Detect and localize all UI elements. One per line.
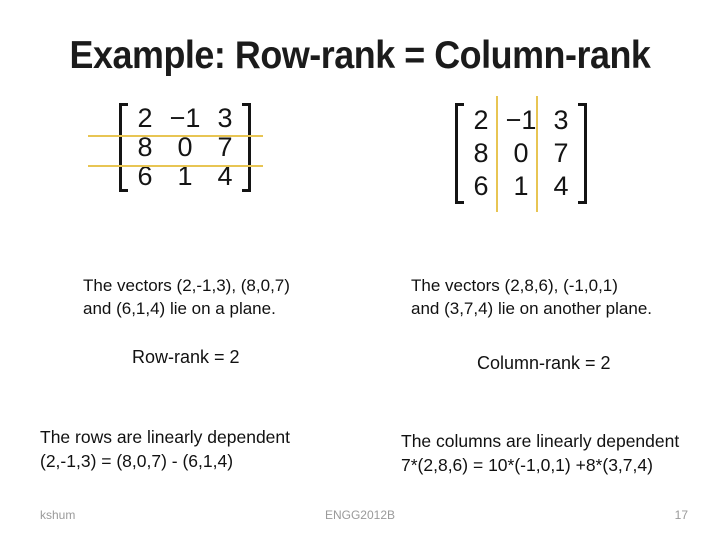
matrix-column-partitioned: 2 −1 3 8 0 7 6 1 4 — [455, 96, 587, 212]
text-line: The vectors (2,-1,3), (8,0,7) — [83, 276, 290, 295]
column-rank-label: Column-rank = 2 — [477, 353, 611, 373]
text-line: The columns are linearly dependent — [401, 431, 680, 451]
footer-page-number: 17 — [674, 508, 688, 522]
footer-author: kshum — [40, 508, 76, 522]
matrix-cells: 2 −1 3 8 0 7 6 1 4 — [128, 103, 242, 192]
right-bracket — [242, 103, 251, 192]
text-line: and (3,7,4) lie on another plane. — [411, 299, 653, 318]
row-separator-line — [88, 135, 263, 137]
matrix-cell: 4 — [553, 171, 569, 201]
row-rank-label: Row-rank = 2 — [132, 347, 240, 367]
left-bracket — [455, 103, 464, 204]
column-separator-line — [536, 96, 538, 212]
matrix-cell: 8 — [137, 132, 153, 162]
right-bracket — [578, 103, 587, 204]
matrix-cell: 0 — [177, 132, 193, 162]
columns-dependent-text: The columns are linearly dependent 7*(2,… — [401, 429, 679, 477]
matrix-cell: 6 — [473, 171, 489, 201]
row-separator-line — [88, 165, 263, 167]
left-vectors-text: The vectors (2,-1,3), (8,0,7) and (6,1,4… — [83, 274, 290, 320]
matrix-cell: 1 — [177, 161, 193, 191]
text-line: The vectors (2,8,6), (-1,0,1) — [411, 276, 618, 295]
matrix-cell: −1 — [169, 103, 201, 133]
text-line: The rows are linearly dependent — [40, 427, 291, 447]
matrix-cell: 4 — [217, 161, 233, 191]
matrix-cell: 7 — [217, 132, 233, 162]
text-line: and (6,1,4) lie on a plane. — [83, 299, 276, 318]
matrix-cell: 2 — [473, 105, 489, 135]
column-separator-line — [496, 96, 498, 212]
matrix-cell: 1 — [513, 171, 529, 201]
matrix-cell: 2 — [137, 103, 153, 133]
text-line: (2,-1,3) = (8,0,7) - (6,1,4) — [40, 451, 234, 471]
left-bracket — [119, 103, 128, 192]
matrix-cell: 6 — [137, 161, 153, 191]
text-line: 7*(2,8,6) = 10*(-1,0,1) +8*(3,7,4) — [401, 455, 653, 475]
matrix-row-partitioned: 2 −1 3 8 0 7 6 1 4 — [88, 103, 263, 192]
rows-dependent-text: The rows are linearly dependent (2,-1,3)… — [40, 425, 290, 473]
matrix-cell: 3 — [217, 103, 233, 133]
matrix-cell: 8 — [473, 138, 489, 168]
matrix-cells: 2 −1 3 8 0 7 6 1 4 — [464, 103, 578, 204]
right-vectors-text: The vectors (2,8,6), (-1,0,1) and (3,7,4… — [411, 274, 652, 320]
slide-title: Example: Row-rank = Column-rank — [69, 34, 651, 77]
footer-course-code: ENGG2012B — [324, 508, 396, 522]
matrix-cell: 0 — [513, 138, 529, 168]
matrix-cell: −1 — [505, 105, 537, 135]
matrix-cell: 3 — [553, 105, 569, 135]
matrix-cell: 7 — [553, 138, 569, 168]
